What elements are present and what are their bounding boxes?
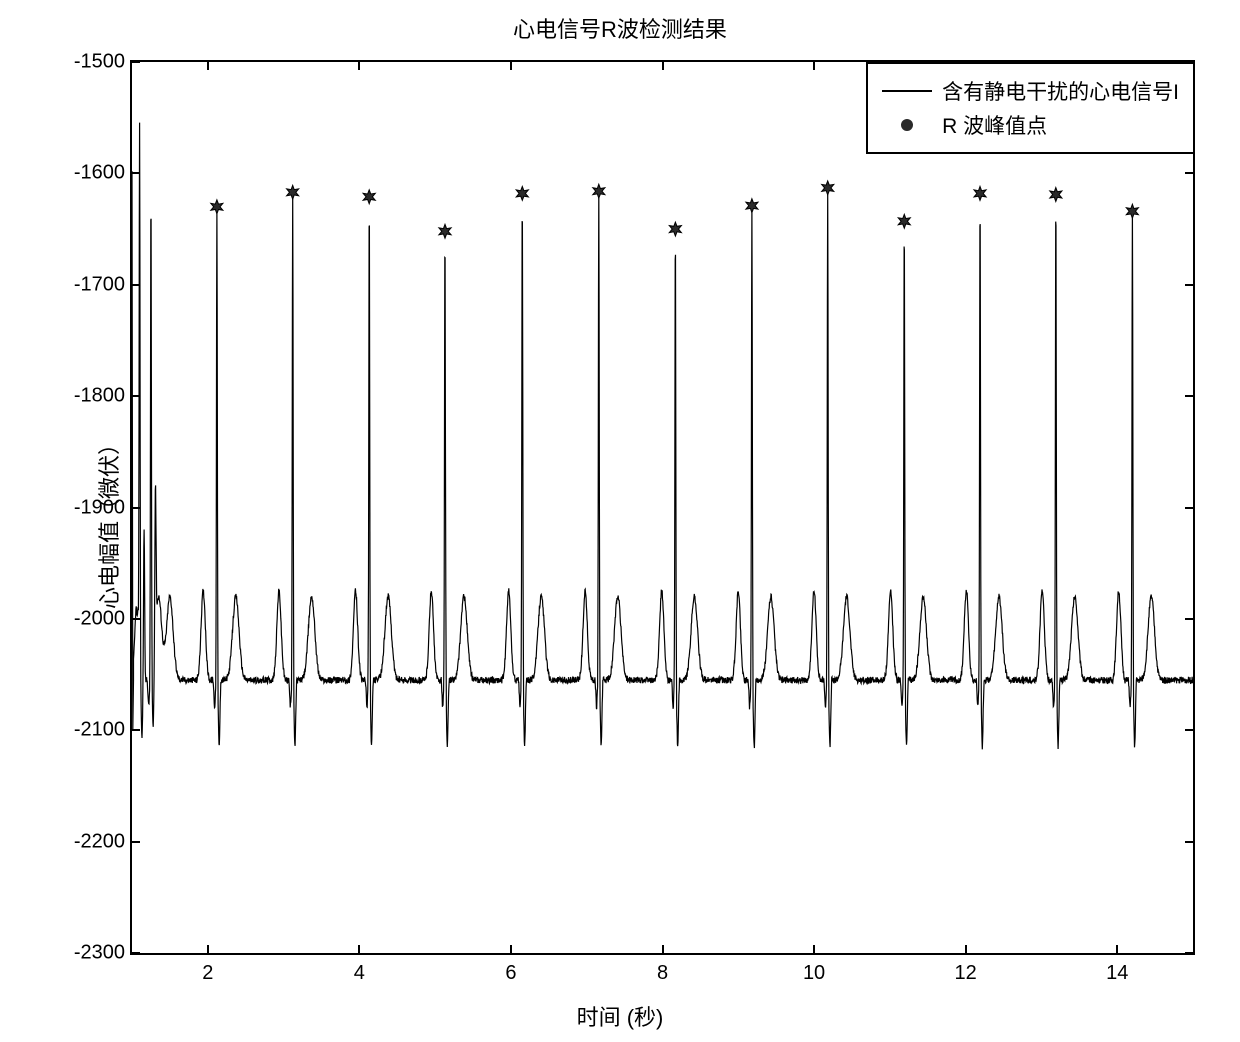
r-peak-marker: [287, 185, 299, 199]
y-tick-label: -2100: [74, 719, 125, 742]
y-tick-mark: [132, 61, 140, 63]
chart-container: 心电信号R波检测结果 心电幅值（微伏） 时间 (秒) -2300 -2200 -21…: [0, 0, 1240, 1042]
y-tick-mark: [132, 395, 140, 397]
y-tick-mark: [1185, 841, 1193, 843]
r-peak-marker: [898, 214, 910, 228]
y-tick-mark: [132, 618, 140, 620]
r-peak-marker: [211, 200, 223, 214]
x-tick-mark: [358, 945, 360, 953]
y-tick-mark: [1185, 507, 1193, 509]
chart-title: 心电信号R波检测结果: [0, 12, 1240, 44]
y-tick-label: -1900: [74, 496, 125, 519]
y-tick-mark: [132, 284, 140, 286]
legend-label-signal: 含有静电干扰的心电信号I: [942, 76, 1179, 106]
y-tick-label: -2200: [74, 830, 125, 853]
x-tick-mark: [662, 945, 664, 953]
y-tick-mark: [132, 841, 140, 843]
y-tick-mark: [132, 507, 140, 509]
x-tick-mark: [813, 62, 815, 70]
legend: 含有静电干扰的心电信号I R 波峰值点: [866, 62, 1195, 154]
r-peak-marker: [669, 222, 681, 236]
r-peak-marker: [363, 190, 375, 204]
r-peak-marker: [1050, 188, 1062, 202]
signal-svg: [132, 62, 1193, 953]
legend-marker-sample: [882, 113, 932, 137]
y-tick-mark: [1185, 172, 1193, 174]
x-tick-label: 12: [955, 962, 977, 985]
x-tick-mark: [510, 62, 512, 70]
y-tick-mark: [1185, 284, 1193, 286]
legend-item-peak: R 波峰值点: [882, 110, 1179, 140]
x-tick-mark: [1116, 945, 1118, 953]
r-peak-marker: [974, 186, 986, 200]
y-tick-mark: [132, 729, 140, 731]
r-peak-marker: [593, 184, 605, 198]
y-tick-mark: [1185, 395, 1193, 397]
x-tick-label: 2: [202, 962, 213, 985]
r-peak-marker: [822, 181, 834, 195]
y-tick-label: -2300: [74, 942, 125, 965]
y-tick-label: -1800: [74, 385, 125, 408]
y-tick-mark: [132, 952, 140, 954]
r-peak-marker: [746, 199, 758, 213]
y-axis-label: 心电幅值（微伏）: [92, 433, 124, 609]
y-tick-label: -1500: [74, 51, 125, 74]
y-tick-label: -2000: [74, 607, 125, 630]
x-axis-label: 时间 (秒): [577, 1000, 664, 1032]
y-tick-mark: [1185, 952, 1193, 954]
x-tick-mark: [662, 62, 664, 70]
x-tick-mark: [358, 62, 360, 70]
x-tick-mark: [813, 945, 815, 953]
plot-area: [130, 60, 1195, 955]
x-tick-label: 14: [1106, 962, 1128, 985]
ecg-signal-line: [132, 123, 1193, 750]
x-tick-label: 6: [505, 962, 516, 985]
r-peak-marker: [439, 224, 451, 238]
x-tick-label: 4: [354, 962, 365, 985]
x-tick-label: 10: [803, 962, 825, 985]
y-tick-mark: [1185, 729, 1193, 731]
x-tick-mark: [965, 945, 967, 953]
legend-label-peak: R 波峰值点: [942, 110, 1047, 140]
y-tick-mark: [132, 172, 140, 174]
y-tick-mark: [1185, 618, 1193, 620]
legend-line-sample: [882, 90, 932, 92]
x-tick-label: 8: [657, 962, 668, 985]
y-tick-label: -1700: [74, 273, 125, 296]
legend-item-signal: 含有静电干扰的心电信号I: [882, 76, 1179, 106]
x-tick-mark: [207, 945, 209, 953]
y-tick-label: -1600: [74, 162, 125, 185]
r-peak-marker: [1126, 204, 1138, 218]
r-peak-marker: [516, 186, 528, 200]
x-tick-mark: [510, 945, 512, 953]
x-tick-mark: [207, 62, 209, 70]
